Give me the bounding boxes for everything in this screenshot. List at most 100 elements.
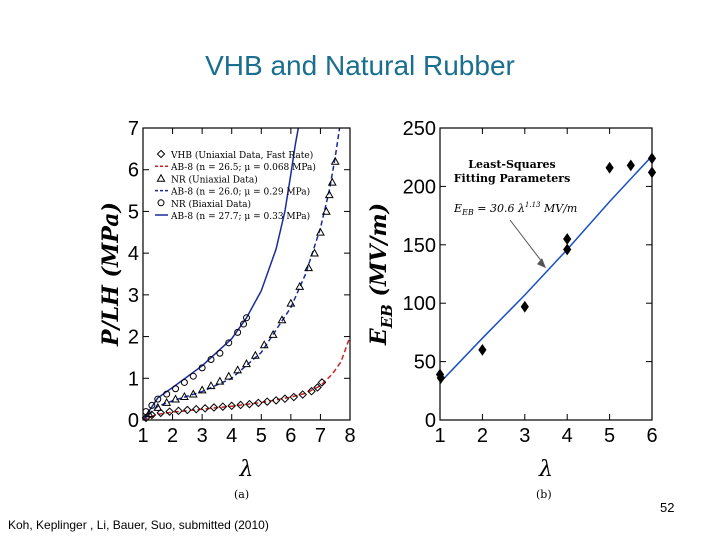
y-tick-label: 3	[128, 285, 139, 307]
data-point-legend-0	[156, 149, 166, 159]
series-markers-4	[142, 314, 250, 416]
data-point-4-1	[148, 401, 156, 409]
slide-title: VHB and Natural Rubber	[205, 50, 515, 81]
data-point-2-19	[310, 248, 319, 257]
y-tick-label: 6	[128, 160, 139, 182]
data-point-0-9	[218, 402, 228, 411]
series-line-1	[440, 155, 652, 384]
y-tick-label: 1	[128, 368, 139, 390]
data-point-2-4	[179, 392, 189, 401]
data-point-0-20	[313, 383, 322, 392]
formula-part-2: = 30.6 λ	[474, 202, 525, 215]
formula-part-0: E	[453, 202, 462, 215]
data-point-0-5	[183, 405, 192, 415]
plot-area	[440, 155, 652, 384]
data-point-2-20	[315, 227, 325, 236]
y-axis-label: EEB (MV/m)	[366, 203, 396, 346]
data-point-0-7	[626, 159, 635, 172]
data-point-0-6	[191, 404, 201, 414]
legend-label: AB-8 (n = 26.0; μ = 0.29 MPa)	[170, 187, 310, 198]
x-tick-label: 4	[562, 425, 573, 447]
x-tick-label: 2	[477, 425, 488, 447]
data-point-0-13	[254, 398, 263, 408]
data-point-0-10	[227, 401, 237, 411]
y-tick-label: 150	[403, 235, 436, 257]
x-tick-label: 4	[226, 425, 237, 447]
x-tick-label: 7	[315, 425, 326, 447]
y-tick-label: 4	[128, 243, 139, 265]
data-point-2-12	[250, 350, 260, 359]
x-tick-label: 5	[604, 425, 615, 447]
y-tick-label: 7	[128, 118, 139, 140]
data-point-4-4	[172, 385, 180, 393]
data-point-0-19	[307, 386, 316, 396]
data-point-2-6	[197, 385, 207, 394]
data-point-4-6	[189, 372, 197, 380]
legend-label: AB-8 (n = 27.7; μ = 0.33 MPa)	[170, 211, 310, 222]
data-point-0-8	[209, 403, 219, 412]
data-point-4-9	[216, 349, 224, 357]
data-point-0-16	[280, 394, 290, 404]
data-point-2-15	[277, 315, 287, 324]
data-point-4-3	[163, 390, 171, 398]
x-tick-label: 3	[197, 425, 208, 447]
y-axis-label: P/LH (MPa)	[98, 202, 124, 347]
data-point-2-22	[324, 190, 334, 199]
data-point-0-14	[262, 397, 272, 406]
panel-label-a: (a)	[234, 488, 250, 501]
data-point-4-7	[198, 364, 206, 372]
x-tick-label: 1	[434, 425, 445, 447]
plot-frame	[439, 127, 653, 421]
data-point-0-2	[156, 408, 166, 418]
annotation-title-line1: Least-Squares	[468, 158, 555, 171]
legend-label: NR (Uniaxial Data)	[171, 174, 258, 185]
citation: Koh, Keplinger , Li, Bauer, Suo, submitt…	[8, 518, 269, 532]
data-point-2-5	[188, 389, 198, 398]
data-point-4-11	[234, 328, 242, 336]
x-tick-label: 2	[167, 425, 178, 447]
y-tick-label: 100	[403, 293, 436, 315]
y-axis-label-units: (MV/m)	[366, 203, 392, 304]
data-point-legend-2	[156, 173, 166, 182]
legend-label: NR (Biaxial Data)	[171, 199, 251, 210]
data-point-0-2	[478, 344, 487, 356]
annotation-formula: EEB = 30.6 λ1.13 MV/m	[453, 201, 577, 217]
annotation-arrow-shaft	[509, 219, 544, 264]
data-point-0-21	[317, 378, 327, 387]
data-point-0-5	[563, 243, 572, 256]
y-tick-label: 0	[425, 410, 436, 432]
data-point-2-10	[233, 365, 243, 374]
data-point-4-12	[240, 320, 248, 328]
data-point-0-1	[436, 372, 445, 384]
x-tick-label: 6	[285, 425, 296, 447]
data-point-0-3	[520, 300, 529, 313]
data-point-0-1	[147, 410, 157, 420]
series-markers-0	[141, 378, 327, 423]
data-point-2-16	[286, 298, 296, 307]
data-point-0-11	[236, 400, 245, 410]
y-tick-label: 200	[403, 176, 436, 198]
data-point-2-0	[144, 409, 154, 418]
data-point-2-9	[224, 371, 234, 380]
y-tick-label: 250	[403, 118, 436, 140]
data-point-0-15	[271, 396, 281, 405]
data-point-0-4	[563, 233, 572, 245]
y-tick-label: 2	[128, 327, 139, 349]
y-axis-label-sub: EB	[378, 304, 396, 329]
x-axis-label: λ	[239, 457, 254, 482]
x-tick-label: 8	[344, 425, 355, 447]
data-point-0-17	[289, 392, 299, 402]
y-tick-label: 5	[128, 201, 139, 223]
data-point-2-24	[330, 156, 340, 165]
series-line-1	[143, 336, 350, 420]
series-line-5	[143, 128, 300, 420]
data-point-0-6	[605, 161, 614, 174]
data-point-2-2	[162, 397, 172, 406]
annotation-arrow-head	[537, 258, 546, 269]
data-point-0-7	[200, 404, 210, 413]
data-point-2-8	[215, 376, 225, 385]
series-markers-0	[435, 152, 657, 384]
